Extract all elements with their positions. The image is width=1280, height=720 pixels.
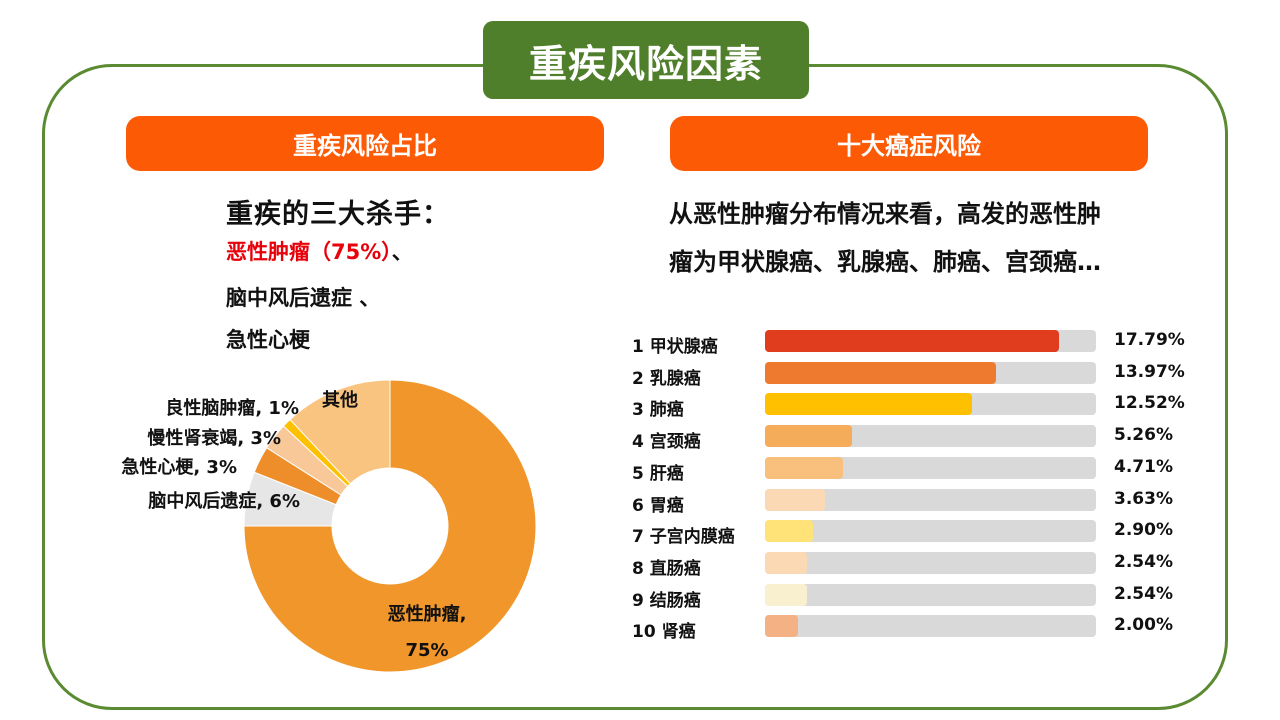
bar-row: 8 直肠癌 2.54%: [632, 551, 1192, 579]
bar-category-label: 2 乳腺癌: [632, 368, 701, 389]
bar-fill: [765, 456, 843, 479]
bar-track: [765, 393, 1096, 416]
cancer-desc-line-2: 瘤为甲状腺癌、乳腺癌、肺癌、宫颈癌…: [669, 248, 1101, 276]
bar-track: [765, 615, 1096, 638]
bar-category-label: 8 直肠癌: [632, 558, 701, 579]
bar-value-label: 12.52%: [1114, 393, 1185, 414]
bar-category-label: 9 结肠癌: [632, 590, 701, 611]
bar-row: 9 结肠癌 2.54%: [632, 583, 1192, 611]
bar-category-label: 5 肝癌: [632, 463, 684, 484]
donut-slice-0: [243, 379, 537, 673]
donut-label-3: 慢性肾衰竭, 3%: [147, 427, 281, 449]
killer-line-1-suffix: 、: [391, 240, 413, 264]
bar-value-label: 2.00%: [1114, 615, 1173, 636]
bar-row: 6 胃癌 3.63%: [632, 488, 1192, 516]
bar-value-label: 17.79%: [1114, 330, 1185, 350]
donut-slice-5: [289, 379, 391, 485]
bar-category-label: 10 肾癌: [632, 622, 696, 643]
bar-track: [765, 583, 1096, 606]
donut-label-0-value: 75%: [405, 640, 448, 661]
bar-fill: [765, 393, 973, 416]
bar-track: [765, 425, 1096, 448]
bar-track: [765, 361, 1096, 384]
bar-fill: [765, 583, 808, 606]
bar-row: 10 肾癌 2.00%: [632, 615, 1192, 643]
bar-row: 2 乳腺癌 13.97%: [632, 361, 1192, 389]
donut-label-1: 脑中风后遗症, 6%: [148, 490, 300, 512]
donut-label-4: 良性脑肿瘤, 1%: [165, 397, 299, 419]
bar-row: 7 子宫内膜癌 2.90%: [632, 520, 1192, 548]
killer-malignant-tumor: 恶性肿瘤（75%）: [226, 240, 392, 264]
cancer-desc-line-1: 从恶性肿瘤分布情况来看，高发的恶性肿: [669, 200, 1101, 228]
bar-fill: [765, 551, 808, 574]
bar-track: [765, 330, 1096, 352]
bar-category-label: 4 宫颈癌: [632, 432, 701, 453]
bar-category-label: 1 甲状腺癌: [632, 337, 718, 357]
bar-row: 1 甲状腺癌 17.79%: [632, 330, 1192, 357]
bar-track: [765, 488, 1096, 511]
bar-fill: [765, 488, 826, 511]
bar-row: 4 宫颈癌 5.26%: [632, 425, 1192, 453]
bar-row: 3 肺癌 12.52%: [632, 393, 1192, 421]
bar-value-label: 4.71%: [1114, 456, 1173, 477]
killers-heading: 重疾的三大杀手：: [226, 199, 450, 230]
bar-value-label: 3.63%: [1114, 488, 1173, 509]
bar-row: 5 肝癌 4.71%: [632, 456, 1192, 484]
donut-label-5: 其他: [322, 389, 358, 411]
bar-track: [765, 551, 1096, 574]
killer-line-1: 恶性肿瘤（75%）、: [226, 236, 413, 266]
bar-fill: [765, 615, 799, 638]
bar-category-label: 7 子宫内膜癌: [632, 527, 735, 548]
bar-value-label: 2.54%: [1114, 583, 1173, 604]
page-title: 重疾风险因素: [483, 21, 809, 99]
bar-value-label: 2.90%: [1114, 520, 1173, 541]
bar-fill: [765, 361, 997, 384]
bar-value-label: 5.26%: [1114, 425, 1173, 446]
killer-line-3: 急性心梗: [226, 328, 310, 352]
donut-label-0: 恶性肿瘤,: [388, 603, 467, 625]
bar-fill: [765, 520, 813, 543]
bar-category-label: 6 胃癌: [632, 495, 684, 516]
bar-value-label: 13.97%: [1114, 361, 1185, 382]
bar-category-label: 3 肺癌: [632, 400, 684, 421]
bar-fill: [765, 425, 853, 448]
killer-line-2: 脑中风后遗症 、: [226, 286, 381, 310]
bar-value-label: 2.54%: [1114, 551, 1173, 572]
bar-track: [765, 456, 1096, 479]
section-title-top-cancers: 十大癌症风险: [670, 116, 1148, 171]
bar-track: [765, 520, 1096, 543]
section-title-risk-share: 重疾风险占比: [126, 116, 604, 171]
bar-fill: [765, 330, 1060, 352]
donut-label-2: 急性心梗, 3%: [121, 456, 237, 478]
